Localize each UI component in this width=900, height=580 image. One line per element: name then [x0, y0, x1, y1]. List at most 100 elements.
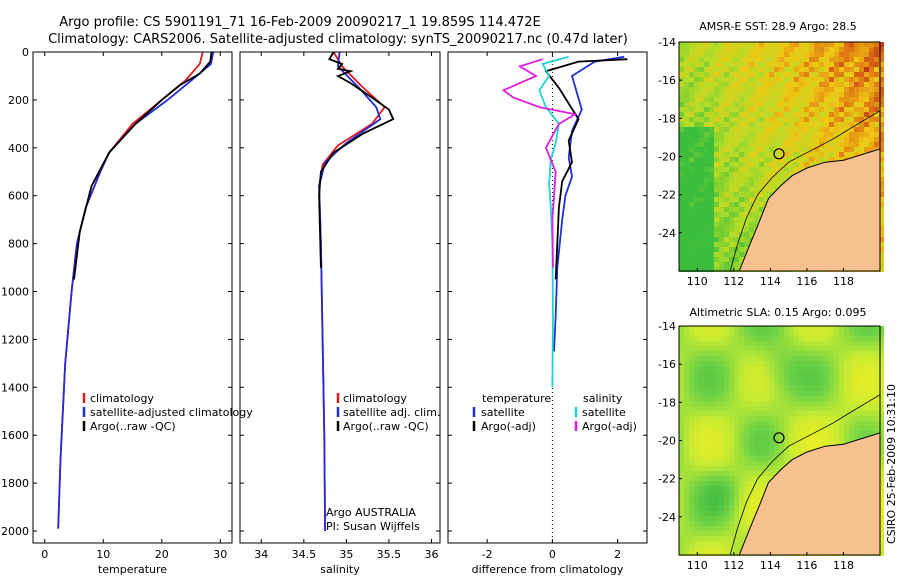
- map2-x-tick-label: 118: [833, 559, 854, 572]
- depth-tick-label: 800: [8, 238, 29, 251]
- map-pixel: [799, 147, 804, 152]
- map-pixel: [849, 117, 854, 122]
- map-pixel: [854, 351, 859, 356]
- map-pixel: [704, 406, 709, 411]
- map-pixel: [834, 127, 839, 132]
- map-pixel: [739, 416, 744, 421]
- map-pixel: [734, 192, 739, 197]
- map-pixel: [804, 42, 809, 47]
- map-pixel: [744, 486, 749, 491]
- map-pixel: [754, 172, 759, 177]
- map-pixel: [844, 87, 849, 92]
- map-pixel: [809, 77, 814, 82]
- map-pixel: [794, 167, 799, 172]
- map-pixel: [754, 207, 759, 212]
- map-pixel: [734, 476, 739, 481]
- map-pixel: [739, 42, 744, 47]
- map-pixel: [724, 192, 729, 197]
- map-pixel: [839, 157, 844, 162]
- map-pixel: [869, 331, 874, 336]
- map-pixel: [749, 421, 754, 426]
- map1-y-tick-label: -16: [658, 74, 676, 87]
- map-pixel: [739, 122, 744, 127]
- map-pixel: [844, 436, 849, 441]
- map-pixel: [814, 356, 819, 361]
- map-pixel: [834, 441, 839, 446]
- map-pixel: [879, 491, 884, 496]
- map-pixel: [849, 92, 854, 97]
- map-pixel: [799, 117, 804, 122]
- map-pixel: [784, 361, 789, 366]
- map-pixel: [774, 381, 779, 386]
- map-pixel: [869, 97, 874, 102]
- map-pixel: [789, 361, 794, 366]
- map-pixel: [719, 521, 724, 526]
- map-pixel: [809, 341, 814, 346]
- map-pixel: [869, 406, 874, 411]
- map-pixel: [729, 521, 734, 526]
- map-pixel: [764, 47, 769, 52]
- panel3-legend-temp-2: Argo(-adj): [481, 420, 536, 433]
- map-pixel: [874, 346, 879, 351]
- map-pixel: [859, 346, 864, 351]
- map-pixel: [729, 162, 734, 167]
- map-pixel: [794, 117, 799, 122]
- map-pixel: [799, 401, 804, 406]
- map-pixel: [679, 157, 684, 162]
- map-pixel: [714, 257, 719, 262]
- map-pixel: [764, 371, 769, 376]
- map-pixel: [759, 77, 764, 82]
- map-pixel: [679, 242, 684, 247]
- map-pixel: [714, 431, 719, 436]
- map-pixel: [714, 351, 719, 356]
- map-pixel: [749, 132, 754, 137]
- map-pixel: [684, 406, 689, 411]
- map-pixel: [749, 47, 754, 52]
- map-pixel: [789, 341, 794, 346]
- map-pixel: [709, 52, 714, 57]
- map-pixel: [879, 162, 884, 167]
- map-pixel: [729, 361, 734, 366]
- map-pixel: [739, 541, 744, 546]
- depth-tick-label: 1600: [1, 429, 29, 442]
- map-pixel: [854, 77, 859, 82]
- map-pixel: [749, 336, 754, 341]
- map-pixel: [769, 421, 774, 426]
- map-pixel: [714, 451, 719, 456]
- map-pixel: [679, 361, 684, 366]
- map-pixel: [849, 386, 854, 391]
- map-pixel: [829, 371, 834, 376]
- map-pixel: [704, 207, 709, 212]
- map-pixel: [864, 102, 869, 107]
- map-pixel: [684, 262, 689, 267]
- map-pixel: [714, 182, 719, 187]
- map-pixel: [699, 222, 704, 227]
- map-pixel: [684, 127, 689, 132]
- map-pixel: [854, 112, 859, 117]
- map-pixel: [719, 501, 724, 506]
- map-pixel: [854, 331, 859, 336]
- map-pixel: [834, 416, 839, 421]
- map-pixel: [759, 197, 764, 202]
- map-pixel: [704, 172, 709, 177]
- map-pixel: [859, 396, 864, 401]
- map-pixel: [859, 336, 864, 341]
- map-pixel: [854, 97, 859, 102]
- map-pixel: [879, 471, 884, 476]
- map-pixel: [864, 376, 869, 381]
- map-pixel: [684, 481, 689, 486]
- map-pixel: [809, 142, 814, 147]
- map-pixel: [744, 87, 749, 92]
- map-pixel: [744, 346, 749, 351]
- map-pixel: [714, 222, 719, 227]
- map-pixel: [729, 117, 734, 122]
- map-pixel: [749, 391, 754, 396]
- map-pixel: [689, 232, 694, 237]
- map-pixel: [854, 127, 859, 132]
- salinity-x-tick-label: 35: [339, 548, 353, 561]
- map-pixel: [704, 257, 709, 262]
- map-pixel: [764, 416, 769, 421]
- map-pixel: [879, 152, 884, 157]
- map-pixel: [854, 416, 859, 421]
- map-pixel: [699, 147, 704, 152]
